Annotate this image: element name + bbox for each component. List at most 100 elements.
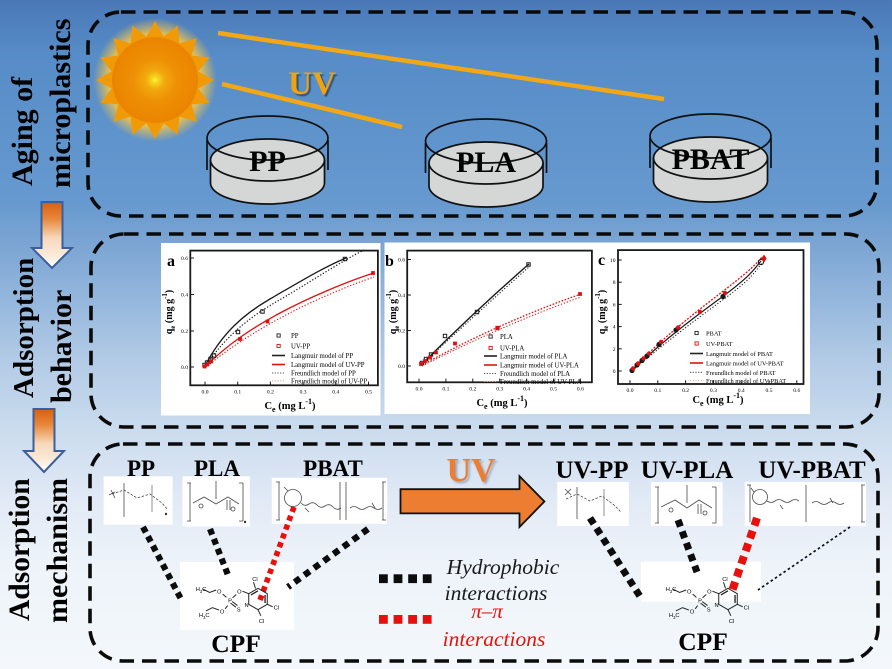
- svg-text:Langmuir model of UV-PLA: Langmuir model of UV-PLA: [500, 363, 579, 370]
- svg-text:CPF: CPF: [678, 627, 728, 656]
- svg-text:4: 4: [613, 325, 616, 331]
- svg-text:Freundlich model of UV-PP: Freundlich model of UV-PP: [291, 378, 367, 385]
- svg-text:UV: UV: [446, 452, 496, 489]
- svg-text:PLA: PLA: [194, 456, 240, 481]
- svg-text:Langmuir model of PBAT: Langmuir model of PBAT: [706, 351, 773, 358]
- svg-text:0.5: 0.5: [550, 387, 557, 393]
- svg-text:interactions: interactions: [445, 581, 548, 605]
- svg-text:0.4: 0.4: [523, 387, 530, 393]
- svg-text:S: S: [237, 608, 241, 614]
- svg-text:0.2: 0.2: [267, 390, 274, 396]
- svg-text:Freundlich model of PP: Freundlich model of PP: [291, 371, 356, 378]
- svg-text:UV-PBAT: UV-PBAT: [706, 341, 732, 348]
- svg-text:0.2: 0.2: [181, 329, 188, 335]
- svg-text:0.4: 0.4: [738, 388, 745, 394]
- svg-text:UV: UV: [288, 66, 336, 102]
- svg-text:0.0: 0.0: [416, 387, 423, 393]
- svg-text:0.2: 0.2: [682, 388, 689, 394]
- svg-text:Cl: Cl: [274, 605, 279, 611]
- svg-text:Adsorption: Adsorption: [4, 478, 36, 621]
- svg-text:0.0: 0.0: [398, 364, 405, 370]
- svg-text:UV-PLA: UV-PLA: [641, 457, 734, 484]
- svg-text:Adsorption: Adsorption: [8, 258, 40, 398]
- svg-text:PP: PP: [249, 145, 286, 178]
- svg-text:PBAT: PBAT: [303, 456, 363, 481]
- svg-text:0.0: 0.0: [181, 365, 188, 371]
- svg-text:Freundlich model of UV-PLA: Freundlich model of UV-PLA: [500, 379, 582, 386]
- svg-text:CPF: CPF: [211, 629, 261, 658]
- svg-text:0.3: 0.3: [496, 387, 503, 393]
- svg-text:qe (mg g-1): qe (mg g-1): [161, 290, 177, 335]
- svg-text:O: O: [220, 609, 225, 615]
- svg-text:0.3: 0.3: [710, 388, 717, 394]
- svg-text:Ce (mg L-1): Ce (mg L-1): [476, 394, 528, 411]
- svg-text:π–π: π–π: [471, 599, 503, 623]
- svg-text:0.6: 0.6: [577, 387, 584, 393]
- svg-text:0.3: 0.3: [300, 390, 307, 396]
- svg-text:0.5: 0.5: [766, 388, 773, 394]
- svg-text:H3C: H3C: [666, 587, 677, 594]
- svg-text:PBAT: PBAT: [672, 143, 750, 176]
- svg-text:Cl: Cl: [252, 577, 257, 583]
- svg-text:O: O: [707, 589, 712, 595]
- svg-text:0.5: 0.5: [365, 390, 372, 396]
- svg-text:Hydrophobic: Hydrophobic: [446, 555, 560, 579]
- svg-text:0.1: 0.1: [234, 390, 241, 396]
- svg-text:Freundlich model of UV-PBAT: Freundlich model of UV-PBAT: [706, 378, 786, 385]
- svg-text:N: N: [714, 603, 718, 609]
- svg-text:P: P: [698, 598, 702, 604]
- svg-text:0.4: 0.4: [181, 293, 188, 299]
- svg-text:0.4: 0.4: [398, 293, 405, 299]
- svg-text:0.6: 0.6: [793, 388, 800, 394]
- svg-text:qe (mg g-1): qe (mg g-1): [385, 290, 401, 335]
- svg-text:0: 0: [613, 369, 616, 375]
- svg-text:Ce (mg L-1): Ce (mg L-1): [264, 397, 316, 414]
- svg-text:0.2: 0.2: [469, 387, 476, 393]
- svg-text:O: O: [690, 609, 695, 615]
- svg-text:6: 6: [613, 302, 616, 308]
- svg-text:0.6: 0.6: [398, 258, 405, 264]
- svg-text:8: 8: [613, 280, 616, 286]
- svg-text:0.2: 0.2: [398, 329, 405, 335]
- svg-text:P: P: [228, 598, 232, 604]
- svg-text:qe (mg g-1): qe (mg g-1): [594, 290, 610, 335]
- svg-text:O: O: [217, 589, 222, 595]
- svg-text:Freundlich model of PBAT: Freundlich model of PBAT: [706, 370, 775, 377]
- svg-text:Langmuir model of PLA: Langmuir model of PLA: [500, 354, 567, 361]
- svg-text:0.6: 0.6: [181, 256, 188, 262]
- svg-text:0.4: 0.4: [332, 390, 339, 396]
- svg-text:UV-PLA: UV-PLA: [500, 346, 524, 353]
- svg-text:Cl: Cl: [729, 619, 734, 625]
- svg-text:Aging of: Aging of: [6, 76, 39, 186]
- svg-text:Cl: Cl: [722, 577, 727, 583]
- svg-text:b: b: [385, 253, 394, 270]
- svg-text:PLA: PLA: [456, 146, 516, 179]
- svg-text:Freundlich model of PLA: Freundlich model of PLA: [500, 371, 570, 378]
- svg-text:Ce (mg L-1): Ce (mg L-1): [692, 391, 744, 408]
- svg-text:10: 10: [610, 258, 616, 264]
- svg-text:N: N: [244, 603, 248, 609]
- svg-text:H3C: H3C: [196, 587, 207, 594]
- svg-text:H3C: H3C: [199, 613, 210, 620]
- svg-text:S: S: [707, 608, 711, 614]
- svg-text:0.1: 0.1: [654, 388, 661, 394]
- svg-text:microplastics: microplastics: [44, 19, 77, 188]
- svg-text:UV-PBAT: UV-PBAT: [758, 457, 866, 484]
- svg-text:0.0: 0.0: [202, 390, 209, 396]
- svg-text:H3C: H3C: [669, 613, 680, 620]
- svg-text:0.1: 0.1: [442, 387, 449, 393]
- svg-text:PBAT: PBAT: [706, 331, 722, 338]
- svg-text:Langmuir model of UV-PP: Langmuir model of UV-PP: [291, 362, 365, 369]
- svg-text:0.0: 0.0: [627, 388, 634, 394]
- svg-text:Langmuir model of PP: Langmuir model of PP: [291, 353, 353, 360]
- svg-text:O: O: [687, 589, 692, 595]
- svg-text:behavior: behavior: [45, 290, 78, 403]
- svg-text:O: O: [237, 589, 242, 595]
- svg-text:a: a: [167, 253, 175, 270]
- svg-text:UV-PP: UV-PP: [555, 457, 628, 484]
- svg-text:Cl: Cl: [744, 605, 749, 611]
- svg-text:PP: PP: [291, 333, 299, 340]
- svg-text:c: c: [598, 252, 605, 269]
- svg-text:Langmuir model of UV-PBAT: Langmuir model of UV-PBAT: [706, 361, 784, 368]
- svg-text:PP: PP: [127, 456, 155, 481]
